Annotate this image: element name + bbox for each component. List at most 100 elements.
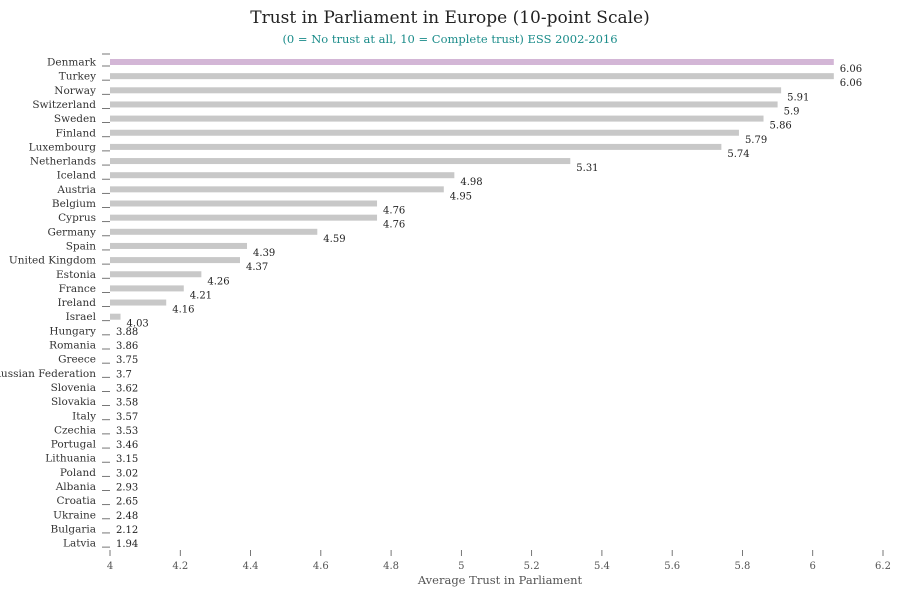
bar (110, 143, 722, 150)
value-label: 2.93 (116, 483, 138, 494)
category-label: Spain (66, 240, 97, 252)
bar (110, 73, 834, 80)
category-label: Ireland (58, 297, 97, 309)
value-label: 3.7 (116, 369, 132, 380)
value-label: 4.98 (460, 177, 482, 188)
category-label: Netherlands (30, 156, 96, 168)
category-label: Estonia (56, 269, 96, 281)
category-label: Iceland (57, 170, 97, 182)
bar (110, 313, 121, 320)
bar (110, 101, 778, 108)
category-label: Bulgaria (51, 523, 96, 535)
value-label: 5.74 (727, 149, 749, 160)
bar (110, 299, 167, 306)
chart-subtitle: (0 = No trust at all, 10 = Complete trus… (282, 32, 618, 46)
value-label: 3.46 (116, 440, 138, 451)
category-label: Italy (72, 410, 96, 422)
bar (110, 115, 764, 122)
value-label: 1.94 (116, 539, 138, 550)
x-tick-label: 4.6 (313, 561, 329, 572)
value-label: 4.39 (253, 248, 275, 259)
value-label: 2.12 (116, 525, 138, 536)
x-tick-label: 5.4 (594, 561, 610, 572)
category-label: Lithuania (45, 453, 96, 465)
category-label: Cyprus (58, 212, 96, 224)
value-label: 4.59 (323, 234, 345, 245)
value-label: 4.03 (127, 319, 149, 330)
bar (110, 285, 184, 292)
value-label: 5.86 (770, 121, 792, 132)
value-label: 4.37 (246, 262, 268, 273)
bar (110, 214, 378, 221)
x-tick-label: 6.2 (875, 561, 891, 572)
category-label: Latvia (63, 538, 96, 550)
category-label: Slovenia (51, 382, 96, 394)
value-label: 3.58 (116, 398, 138, 409)
value-label: 5.9 (784, 106, 800, 117)
category-label: Finland (55, 127, 96, 139)
value-label: 4.26 (207, 276, 229, 287)
value-label: 6.06 (840, 64, 862, 75)
bar (110, 59, 834, 65)
category-label: Russian Federation (0, 368, 96, 380)
bars-layer (110, 59, 834, 320)
x-axis: 4 4.2 4.4 4.6 4.8 5 5.2 5.4 5.6 5.8 6 6.2 (102, 53, 891, 572)
category-label: Belgium (52, 198, 96, 210)
value-label: 3.15 (116, 454, 138, 465)
category-label: Poland (60, 467, 96, 479)
category-label: Germany (47, 226, 96, 238)
value-label: 4.21 (190, 290, 212, 301)
bar (110, 228, 318, 235)
value-labels: 6.06 6.06 5.91 5.9 5.865.79 5.74 5.31 4.98 4.95 4… (116, 64, 862, 550)
value-label: 3.53 (116, 426, 138, 437)
value-label: 3.86 (116, 341, 138, 352)
value-label: 5.79 (745, 135, 767, 146)
category-label: France (59, 283, 96, 295)
x-axis-title: Average Trust in Parliament (417, 573, 583, 587)
value-label: 5.31 (576, 163, 598, 174)
category-label: Slovakia (51, 396, 96, 408)
value-label: 3.75 (116, 355, 138, 366)
value-label: 4.76 (383, 220, 405, 231)
x-tick-label: 5.6 (664, 561, 680, 572)
x-tick-label: 4.2 (172, 561, 188, 572)
category-label: Greece (58, 354, 96, 366)
value-label: 4.76 (383, 206, 405, 217)
category-label: Denmark (47, 57, 97, 69)
x-tick-label: 5 (458, 561, 464, 572)
x-tick-label: 4.8 (383, 561, 399, 572)
category-label: Romania (49, 340, 96, 352)
value-label: 3.88 (116, 327, 138, 338)
bar (110, 158, 571, 165)
category-label: Albania (55, 481, 96, 493)
category-label: Hungary (49, 325, 96, 337)
value-label: 3.62 (116, 383, 138, 394)
x-tick-label: 4 (107, 561, 113, 572)
category-label: Croatia (57, 495, 96, 507)
bar (110, 87, 782, 94)
bar (110, 200, 378, 207)
category-label: Austria (56, 184, 96, 196)
x-tick-label: 5.8 (735, 561, 751, 572)
category-label: Luxembourg (29, 141, 97, 153)
category-label: United Kingdom (9, 255, 96, 267)
bar (110, 172, 455, 179)
value-label: 3.02 (116, 468, 138, 479)
value-label: 5.91 (787, 92, 809, 103)
category-label: Israel (66, 311, 97, 323)
value-label: 4.16 (172, 305, 194, 316)
category-labels: Denmark Turkey Norway Switzerland Sweden Finl… (0, 57, 97, 550)
category-label: Norway (54, 85, 96, 97)
x-tick-label: 6 (810, 561, 816, 572)
category-label: Switzerland (32, 99, 96, 111)
value-label: 4.95 (450, 191, 472, 202)
bar (110, 186, 444, 193)
value-label: 2.48 (116, 511, 138, 522)
category-label: Turkey (59, 71, 96, 83)
bar (110, 271, 202, 278)
value-label: 3.57 (116, 412, 138, 423)
x-tick-label: 5.2 (524, 561, 540, 572)
value-label: 6.06 (840, 78, 862, 89)
bar (110, 129, 739, 136)
